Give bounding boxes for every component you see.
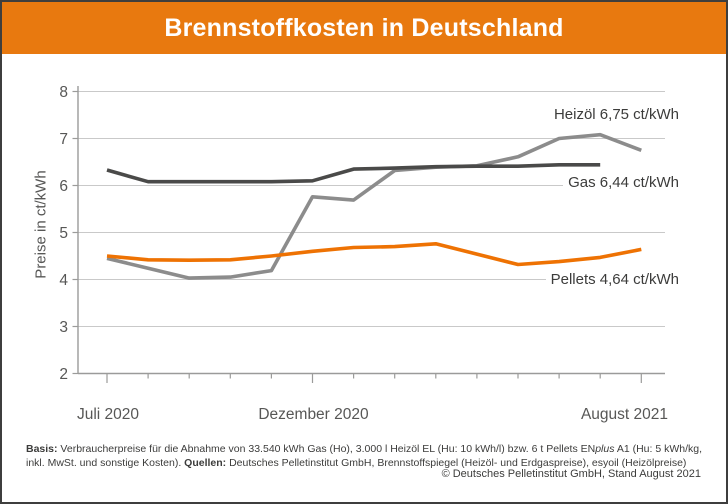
y-tick-label: 8 bbox=[59, 84, 68, 101]
y-axis-title: Preise in ct/kWh bbox=[32, 170, 50, 279]
series-line-pellets bbox=[106, 242, 642, 267]
series-line-gas bbox=[106, 163, 601, 184]
quellen-label: Quellen: bbox=[184, 457, 227, 469]
page-title: Brennstoffkosten in Deutschland bbox=[164, 13, 564, 42]
y-tick-label: 3 bbox=[59, 319, 68, 336]
basis-text-1: Verbraucherpreise für die Abnahme von 33… bbox=[57, 443, 596, 455]
pellets-series-label: Pellets 4,64 ct/kWh bbox=[545, 271, 679, 288]
y-tick-label: 7 bbox=[59, 131, 68, 148]
basis-label: Basis: bbox=[26, 443, 58, 455]
basis-text-2: A1 (Hu: 5 kWh/kg, bbox=[614, 443, 703, 455]
enplus-italic: plus bbox=[595, 443, 615, 455]
gas-series-label: Gas 6,44 ct/kWh bbox=[563, 174, 679, 191]
basis-footnote-line2: inkl. MwSt. und sonstige Kosten). Quelle… bbox=[26, 456, 686, 470]
x-tick-label: Juli 2020 bbox=[77, 406, 139, 423]
title-bar: Brennstoffkosten in Deutschland bbox=[2, 2, 726, 54]
x-tick-label: Dezember 2020 bbox=[258, 406, 369, 423]
series-line-heizoel bbox=[106, 132, 642, 280]
line2-start: inkl. MwSt. und sonstige Kosten). bbox=[26, 457, 185, 469]
x-tick-label: August 2021 bbox=[581, 406, 668, 423]
y-tick-label: 6 bbox=[59, 178, 68, 195]
y-tick-label: 5 bbox=[59, 225, 68, 242]
basis-footnote-line1: Basis: Verbraucherpreise für die Abnahme… bbox=[26, 442, 702, 456]
copyright-note: © Deutsches Pelletinstitut GmbH, Stand A… bbox=[441, 468, 701, 480]
heizoel-series-label: Heizöl 6,75 ct/kWh bbox=[553, 106, 679, 123]
y-tick-label: 2 bbox=[59, 366, 68, 383]
quellen-text: Deutsches Pelletinstitut GmbH, Brennstof… bbox=[226, 457, 687, 469]
y-tick-label: 4 bbox=[59, 272, 68, 289]
